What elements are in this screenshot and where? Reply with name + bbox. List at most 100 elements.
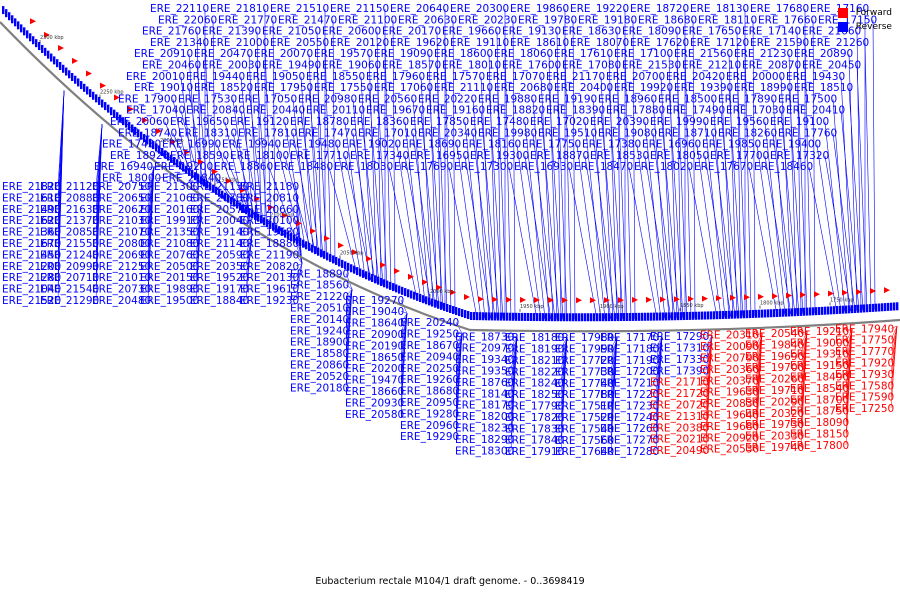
reverse-gene-label: ERE_17430: [102, 139, 161, 151]
reverse-gene-label: ERE_19890: [140, 284, 199, 296]
reverse-gene-mark: [830, 306, 833, 315]
reverse-gene-label: ERE_20750: [92, 181, 151, 193]
forward-gene-mark: [772, 293, 778, 300]
forward-gene-label: ERE_20290: [745, 396, 804, 408]
forward-leader: [845, 328, 853, 332]
reverse-leader: [345, 289, 353, 319]
reverse-gene-label: ERE_18510: [794, 82, 853, 94]
reverse-leader: [308, 54, 318, 254]
forward-gene-label: ERE_19150: [790, 360, 849, 372]
forward-gene-mark: [884, 287, 890, 294]
reverse-leader: [388, 167, 418, 300]
forward-gene-mark: [842, 289, 848, 296]
forward-gene-label: ERE_17750: [835, 335, 894, 347]
reverse-gene-mark: [737, 310, 740, 319]
reverse-gene-label: ERE_19560: [710, 116, 769, 128]
reverse-leader: [610, 336, 618, 349]
forward-gene-label: ERE_17800: [790, 440, 849, 452]
reverse-gene-mark: [314, 246, 317, 255]
forward-gene-mark: [198, 159, 204, 166]
reverse-gene-mark: [389, 281, 392, 290]
forward-gene-mark: [170, 138, 176, 145]
reverse-gene-label: ERE_17100: [614, 48, 673, 60]
reverse-gene-label: ERE_21220: [290, 291, 349, 303]
reverse-leader: [316, 65, 328, 259]
reverse-leader: [532, 133, 556, 320]
reverse-leader: [660, 110, 680, 319]
reverse-leader: [512, 20, 516, 319]
reverse-gene-label: ERE_17260: [600, 423, 659, 435]
reverse-gene-mark: [275, 224, 278, 233]
reverse-gene-mark: [455, 307, 458, 316]
reverse-gene-mark: [815, 307, 818, 316]
reverse-gene-label: ERE_18060: [494, 48, 553, 60]
reverse-gene-mark: [440, 301, 443, 310]
reverse-gene-label: ERE_19940: [222, 139, 281, 151]
reverse-gene-mark: [62, 64, 65, 73]
reverse-gene-mark: [503, 312, 506, 321]
reverse-leader: [510, 336, 518, 348]
reverse-gene-label: ERE_20850: [40, 227, 99, 239]
reverse-gene-mark: [683, 312, 686, 321]
forward-gene-mark: [604, 297, 610, 304]
reverse-gene-label: ERE_19660: [442, 26, 501, 38]
reverse-gene-mark: [692, 311, 695, 320]
reverse-gene-label: ERE_20130: [240, 272, 299, 284]
reverse-gene-label: ERE_17070: [486, 71, 545, 83]
reverse-gene-mark: [458, 308, 461, 317]
reverse-gene-mark: [845, 305, 848, 314]
reverse-leader: [428, 88, 444, 309]
reverse-leader: [180, 76, 194, 178]
reverse-gene-mark: [809, 307, 812, 316]
reverse-gene-mark: [182, 163, 185, 172]
reverse-gene-label: ERE_20010: [126, 71, 185, 83]
reverse-gene-mark: [11, 15, 14, 24]
reverse-leader: [564, 42, 572, 320]
reverse-leader: [560, 337, 568, 452]
reverse-gene-label: ERE_21080: [140, 238, 199, 250]
forward-gene-label: ERE_20490: [650, 445, 709, 457]
reverse-gene-mark: [617, 313, 620, 322]
reverse-leader: [368, 54, 378, 283]
reverse-gene-label: ERE_18960: [598, 93, 657, 105]
reverse-gene-label: ERE_20620: [92, 204, 151, 216]
reverse-gene-mark: [134, 126, 137, 135]
reverse-gene-label: ERE_20350: [190, 261, 249, 273]
reverse-leader: [780, 76, 794, 315]
reverse-gene-label: ERE_18590: [170, 150, 229, 162]
reverse-gene-mark: [377, 276, 380, 285]
kbp-tick-label: 2200 kbp: [160, 138, 184, 144]
reverse-gene-label: ERE_21340: [150, 37, 209, 49]
forward-gene-label: ERE_18150: [790, 428, 849, 440]
reverse-gene-mark: [425, 296, 428, 305]
reverse-gene-mark: [173, 156, 176, 165]
forward-leader: [890, 326, 898, 352]
reverse-gene-label: ERE_17880: [606, 105, 665, 117]
reverse-gene-label: ERE_21840: [162, 173, 221, 185]
reverse-leader: [272, 20, 276, 231]
reverse-gene-mark: [659, 312, 662, 321]
reverse-gene-mark: [167, 152, 170, 161]
reverse-leader: [744, 42, 752, 317]
reverse-gene-mark: [884, 303, 887, 312]
reverse-gene-label: ERE_17060: [374, 82, 433, 94]
reverse-leader: [345, 284, 353, 290]
reverse-gene-mark: [695, 311, 698, 320]
reverse-gene-mark: [119, 114, 122, 123]
reverse-gene-label: ERE_20730: [92, 284, 151, 296]
reverse-gene-label: ERE_19850: [702, 139, 761, 151]
reverse-leader: [400, 313, 408, 414]
reverse-leader: [772, 133, 796, 315]
reverse-gene-label: ERE_19500: [140, 295, 199, 307]
gene-labels: ERE_22110 ERE_21810 ERE_21510 ERE_21150 ERE_…: [2, 3, 894, 458]
reverse-gene-label: ERE_21390: [202, 26, 261, 38]
reverse-gene-mark: [788, 308, 791, 317]
reverse-gene-mark: [875, 303, 878, 312]
reverse-gene-mark: [542, 313, 545, 322]
reverse-gene-label: ERE_18500: [658, 93, 717, 105]
reverse-gene-mark: [263, 217, 266, 226]
reverse-gene-label: ERE_19090: [374, 48, 433, 60]
reverse-gene-mark: [545, 313, 548, 322]
reverse-gene-mark: [485, 312, 488, 321]
reverse-leader: [240, 110, 260, 221]
